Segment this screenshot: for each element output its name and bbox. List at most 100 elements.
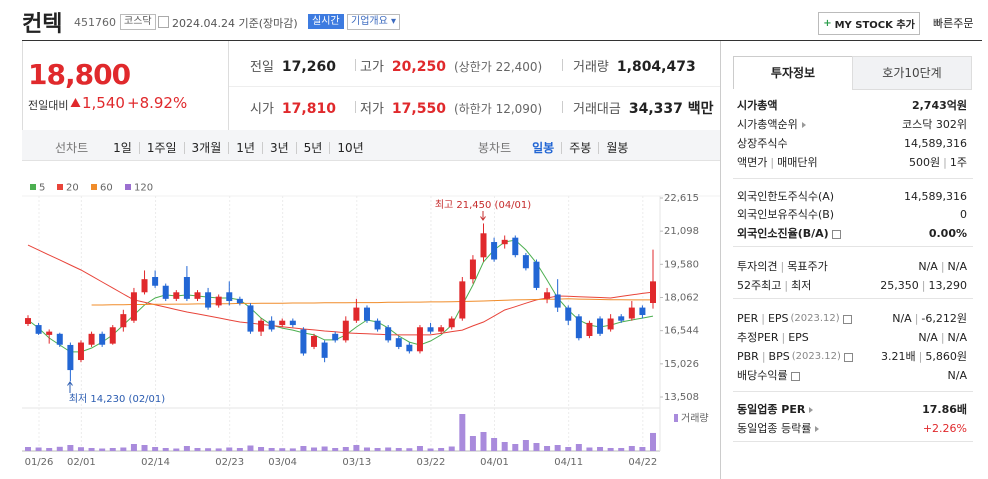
quote-field: 고가 20,250 (상한가 22,400) [360,56,542,75]
candle-body [173,292,180,299]
field-label: 거래량 [573,60,609,75]
candle-body [459,281,466,319]
volume-bar [512,444,519,451]
info-tab[interactable]: 호가10단계 [852,56,972,90]
info-label: PER | EPS (2023.12) [737,311,852,327]
quote-field: 거래대금 34,337 백만 [573,98,714,118]
volume-bar [247,445,254,451]
field-label: 거래대금 [573,102,621,117]
change-rate: +8.92% [127,94,188,112]
label-text: PER [737,312,759,325]
value-text: 3.21배 [881,350,916,363]
candle-body [427,327,434,332]
period-tab[interactable]: 월봉 [598,141,635,154]
candle-body [332,333,339,341]
period-tab[interactable]: 3년 [261,141,296,154]
info-value: 코스닥 302위 [902,117,967,133]
candle-body [628,307,635,319]
change-label: 전일대비 [28,99,69,112]
info-label: 시가총액순위 [737,117,806,133]
company-info-button[interactable]: 기업개요 ▾ [347,14,401,30]
up-triangle [70,98,81,107]
field-note: (상한가 22,400) [453,60,543,74]
value-text: 코스닥 302위 [902,118,967,131]
volume-bar [639,447,646,451]
volume-bar [416,446,423,451]
info-value: 14,589,316 [904,136,967,152]
label-text: 목표주가 [787,260,828,273]
x-tick-label: 03/13 [342,457,371,468]
legend-swatch [91,184,97,190]
label-text: PBR [737,350,759,363]
candle-body [618,316,625,321]
info-icon[interactable] [831,229,841,239]
volume-bar [311,447,318,451]
info-row: 추정PER | EPS N/A | N/A [737,330,967,346]
candle-body [226,292,233,302]
info-label: 배당수익률 [737,368,800,384]
group-rule [733,391,973,392]
info-value: 17.86배 [922,402,967,418]
market-badge: 코스닥 [120,14,156,30]
realtime-badge[interactable]: 실시간 [308,14,344,29]
group-rule [733,298,973,299]
legend-swatch [125,184,131,190]
volume-bar [618,448,625,451]
period-tab[interactable]: 3개월 [183,141,229,154]
candle-body [586,322,593,336]
period-tab[interactable]: 주봉 [561,141,598,154]
value-text: +2.26% [922,422,967,435]
label-separator: | [761,350,766,363]
value-separator: | [918,350,923,363]
candle-body [342,320,349,341]
volume-bar [183,446,190,451]
period-tab[interactable]: 1주일 [138,141,184,154]
label-date: (2023.12) [791,351,841,362]
period-tab[interactable]: 5년 [295,141,330,154]
volume-bar [597,447,604,451]
candle-body [25,318,31,324]
period-tab[interactable]: 1일 [113,140,132,155]
value-text: N/A [892,312,912,325]
current-price: 18,800 [28,58,131,91]
value-separator: | [940,260,945,273]
value-text: 0.00% [928,227,967,240]
my-stock-button[interactable]: + MY STOCK 추가 [818,12,920,35]
up-triangle-shape [70,98,81,107]
info-icon[interactable] [790,371,800,381]
volume-bar [289,448,296,451]
label-text: 투자의견 [737,260,778,273]
volume-bar [77,447,84,451]
field-value: 17,810 [281,101,336,117]
quote-field: 거래량 1,804,473 [573,56,696,75]
volume-bar [46,448,53,451]
company-info-label: 기업개요 [351,16,388,27]
volume-bar [88,448,95,451]
volume-bar [480,432,487,451]
info-label: 52주최고 | 최저 [737,278,811,294]
info-icon[interactable] [843,352,853,362]
label-text: 외국인한도주식수(A) [737,190,835,203]
value-separator: | [914,312,919,325]
info-row: 동일업종 PER 17.86배 [737,402,967,418]
info-icon[interactable] [842,314,852,324]
period-tab[interactable]: 1년 [228,141,262,154]
period-tab[interactable]: 일봉 [532,140,555,155]
candle-body [289,320,296,326]
calendar-icon [158,16,169,28]
candle-body [247,305,254,332]
volume-bar [427,448,434,451]
info-value: 14,589,316 [904,189,967,205]
candle-body [512,237,519,256]
info-label: 시가총액 [737,98,777,114]
candle-body [194,292,201,299]
period-tab[interactable]: 10년 [329,141,370,154]
quick-order[interactable]: 빠른주문 [933,17,974,30]
field-value: 17,260 [281,59,336,75]
info-tab-active[interactable]: 투자정보 [733,56,853,89]
value-text: 500원 [909,156,941,169]
x-tick-label: 01/26 [25,457,54,468]
value-text: N/A [947,260,967,273]
volume-bar [215,448,222,451]
